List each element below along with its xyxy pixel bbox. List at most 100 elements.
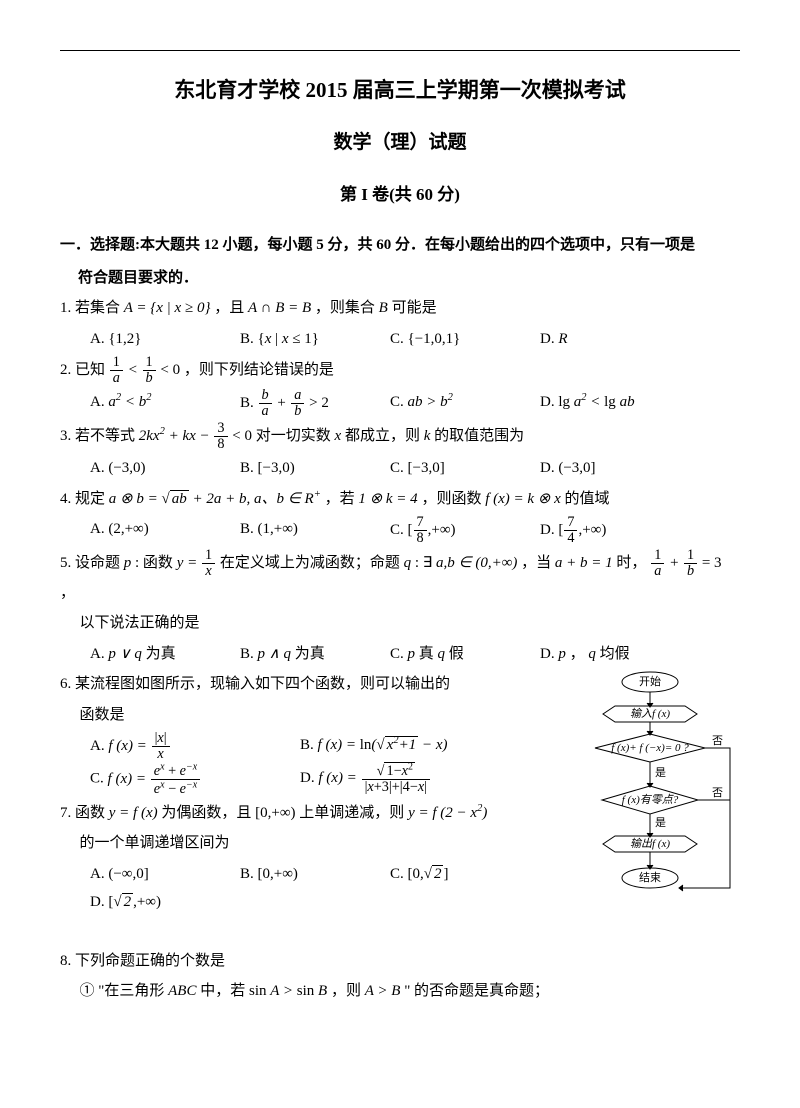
q5-stem-e: ，当 [521, 555, 555, 571]
q5-opt-d: D. p ， q 均假 [540, 640, 680, 669]
flow-d1: f (x)+ f (−x)= 0 ? [611, 742, 689, 754]
q2-stem-b: ，则下列结论错误的是 [184, 362, 334, 378]
q6-options-row2: C. f (x) = ex + e−xex − e−x D. f (x) = 1… [60, 762, 554, 796]
q2-opt-b: B. ba + ab > 2 [240, 388, 380, 419]
section-heading-line2: 符合题目要求的． [60, 264, 740, 293]
q7-opt-c: C. [0,2] [390, 860, 530, 889]
q3-stem-c: 都成立，则 [345, 428, 424, 444]
q8-B2: B [391, 983, 400, 999]
q5-apb: a + b = 1 [555, 555, 613, 571]
q3-x: x [335, 428, 342, 444]
q5c-pre: C. [390, 646, 408, 662]
q1d-pre: D. [540, 331, 558, 347]
q8-sin2: sin [297, 983, 318, 999]
q5d-p: p [558, 646, 566, 662]
q4-opt-a: A. (2,+∞) [90, 515, 230, 546]
q5-opt-b: B. p ∧ q 为真 [240, 640, 380, 669]
q8-A1: A [270, 983, 279, 999]
flow-no1: 否 [712, 735, 723, 747]
q1-opt-b: B. {x | x ≤ 1} [240, 325, 380, 354]
q5-y: y = 1x [177, 555, 216, 571]
q7-dom: [0,+∞) [255, 805, 295, 821]
q1d-R: R [558, 331, 567, 347]
q5d-pre: D. [540, 646, 558, 662]
q5-q: q [404, 555, 412, 571]
q5-stem-d: : ∃ [415, 555, 432, 571]
q5-line2: 以下说法正确的是 [60, 609, 740, 638]
q4d-pre: D. [ [540, 522, 563, 538]
q8-1b: 中，若 [200, 983, 249, 999]
q1-stem-d: 可能是 [392, 300, 437, 316]
q8-1d: " 的否命题是真命题； [404, 983, 549, 999]
q7c-post: ] [443, 866, 448, 882]
q8-gt2: > [374, 983, 392, 999]
q5b-pre: B. [240, 646, 258, 662]
q6-options-row1: A. f (x) = |x|x B. f (x) = ln(x2+1 − x) [60, 731, 554, 762]
q6c-pre: C. [90, 771, 108, 787]
q5a-pre: A. [90, 646, 108, 662]
q3-opt-d: D. (−3,0] [540, 454, 680, 483]
q5-stem-b: : 函数 [135, 555, 177, 571]
q5b-pq: p ∧ q [258, 646, 291, 662]
q5-sum: 1a + 1b [650, 555, 698, 571]
q7-line2: 的一个单调递增区间为 [60, 829, 740, 858]
q8-1c: ，则 [331, 983, 365, 999]
q1b-pre: B. { [240, 331, 265, 347]
q5-p: p [124, 555, 132, 571]
q4-options: A. (2,+∞) B. (1,+∞) C. [78,+∞) D. [74,+∞… [60, 515, 740, 546]
q8-A2: A [365, 983, 374, 999]
q2-options: A. a2 < b2 B. ba + ab > 2 C. ab > b2 D. … [60, 388, 740, 419]
q2b-gt2: > 2 [309, 395, 329, 411]
q7-yfx: y = f (x) [109, 805, 158, 821]
q1-opt-c: C. {−1,0,1} [390, 325, 530, 354]
flow-yes1: 是 [655, 766, 666, 779]
q4-fx: f (x) = k ⊗ x [485, 491, 561, 507]
question-6-l1: 6. 某流程图如图所示，现输入如下四个函数，则可以输出的 [60, 670, 740, 699]
q1-B: B [379, 300, 388, 316]
q6-opt-b: B. f (x) = ln(x2+1 − x) [300, 731, 520, 762]
q3-options: A. (−3,0) B. [−3,0) C. [−3,0] D. (−3,0] [60, 454, 740, 483]
q2-opt-a: A. a2 < b2 [90, 388, 230, 419]
q3-k: k [424, 428, 431, 444]
page-title-2: 数学（理）试题 [60, 125, 740, 161]
q7-stem-b: 为偶函数，且 [161, 805, 255, 821]
q5b-txt: 为真 [291, 646, 325, 662]
q8-B1: B [318, 983, 327, 999]
q5c-txt2: 假 [445, 646, 464, 662]
section-heading-line1: 一．选择题:本大题共 12 小题，每小题 5 分，共 60 分．在每小题给出的四… [60, 231, 740, 260]
q4-stem-a: 4. 规定 [60, 491, 109, 507]
q2a-pre: A. [90, 394, 108, 410]
q3-stem-a: 3. 若不等式 [60, 428, 139, 444]
q3-stem-d: 的取值范围为 [434, 428, 524, 444]
q3-expr: 2kx2 + kx − 38 [139, 428, 229, 444]
q2-ineq: 1a < 1b [109, 362, 161, 378]
q6a-pre: A. [90, 738, 108, 754]
q7d-post: ,+∞) [133, 894, 161, 910]
q5c-p: p [408, 646, 416, 662]
page-title-1: 东北育才学校 2015 届高三上学期第一次模拟考试 [60, 71, 740, 111]
q2c-pre: C. [390, 394, 408, 410]
q5a-pq: p ∨ q [108, 646, 141, 662]
q2-opt-c: C. ab > b2 [390, 388, 530, 419]
q1b-x2: x [282, 331, 289, 347]
q7d-pre: D. [ [90, 894, 113, 910]
flow-no2: 否 [712, 787, 723, 799]
q5d-txt2: 均假 [596, 646, 630, 662]
q3-opt-b: B. [−3,0) [240, 454, 380, 483]
q8-sin1: sin [249, 983, 270, 999]
q1-opt-a: A. {1,2} [90, 325, 230, 354]
q1-setA: A = {x | x ≥ 0} [124, 300, 211, 316]
q7-opt-d: D. [2,+∞) [90, 888, 230, 917]
q2d-pre: D. [540, 394, 558, 410]
question-8: 8. 下列命题正确的个数是 [60, 947, 740, 976]
q4-opt-d: D. [74,+∞) [540, 515, 680, 546]
q2-lt0: < 0 [160, 362, 180, 378]
q4c-post: ,+∞) [428, 522, 456, 538]
q5a-txt: 为真 [142, 646, 176, 662]
q5-ab: a,b ∈ (0,+∞) [436, 555, 517, 571]
q4d-post: ,+∞) [578, 522, 606, 538]
q1-stem-c: ，则集合 [315, 300, 379, 316]
q6-opt-c: C. f (x) = ex + e−xex − e−x [90, 762, 290, 796]
q5d-txt: ， [566, 646, 589, 662]
q7-opt-a: A. (−∞,0] [90, 860, 230, 889]
